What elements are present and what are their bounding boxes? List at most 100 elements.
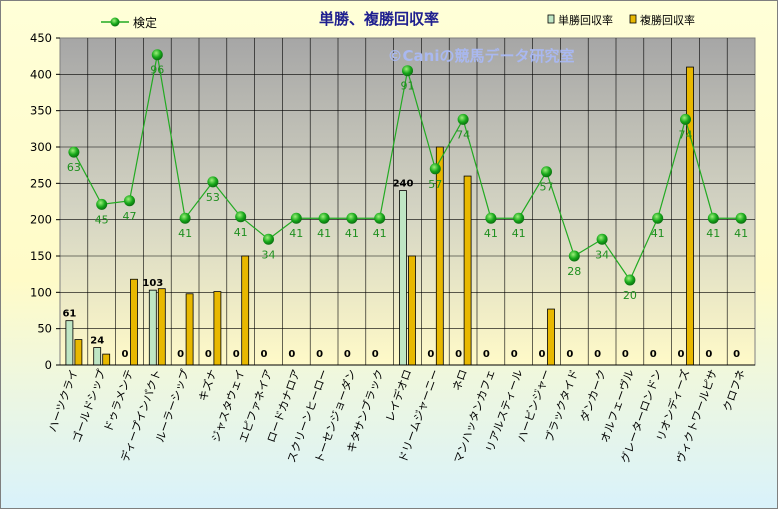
kentei-point [596,233,608,245]
kentei-point [429,163,441,175]
point-data-label: 96 [150,64,164,77]
bar-data-label: 0 [622,349,629,360]
bar-tansho [148,289,157,366]
bar-data-label: 0 [205,349,212,360]
bar-data-label: 0 [316,349,323,360]
bar-fukusho [102,353,111,366]
point-data-label: 34 [262,248,276,261]
kentei-point [318,212,330,224]
bar-data-label: 0 [455,349,462,360]
y-tick-label: 100 [30,285,52,299]
y-tick-label: 150 [30,249,52,263]
bar-tansho [399,190,407,366]
bar-fukusho [686,66,694,366]
kentei-point [263,233,274,245]
bar-fukusho [157,288,166,366]
bar-data-label: 61 [62,309,76,320]
legend-bar2-swatch [629,14,637,24]
kentei-point [290,212,302,224]
bar-data-label: 103 [142,278,163,289]
kentei-point [151,49,163,61]
bars [65,66,694,366]
point-data-label: 74 [679,128,693,141]
kentei-point [652,212,664,224]
y-tick-label: 0 [45,358,52,372]
kentei-point [485,212,497,224]
kentei-point [457,113,469,125]
bar-data-label: 0 [511,349,518,360]
kentei-point [235,211,247,223]
chart-title: 単勝、複勝回収率 [319,10,439,28]
bar-tansho [65,320,74,366]
point-data-label: 74 [456,128,470,141]
bar-fukusho [74,339,83,366]
kentei-point [513,212,525,224]
y-tick-label: 200 [30,213,52,227]
category-label: ネロ [450,368,470,393]
legend: 検定 単勝回収率 複勝回収率 [101,13,695,30]
y-tick-label: 50 [37,322,52,336]
legend-line-marker [110,17,120,27]
bar-data-label: 0 [594,349,601,360]
y-axis: 0 50 100 150 200 250 300 350 400 450 [30,31,60,372]
bar-data-label: 0 [678,349,685,360]
kentei-point [680,113,691,125]
kentei-point [735,212,747,224]
point-data-label: 41 [706,227,720,240]
point-data-label: 41 [178,227,192,240]
kentei-point [124,195,135,207]
point-data-label: 45 [95,213,109,226]
bar-data-label: 0 [483,349,490,360]
bar-data-label: 0 [566,349,573,360]
plot-area [59,37,756,366]
kentei-point [96,198,108,210]
point-data-label: 20 [623,289,637,302]
bar-data-label: 0 [344,349,351,360]
bar-data-label: 0 [288,349,295,360]
point-data-label: 41 [512,227,526,240]
kentei-point [207,176,219,188]
category-label: レイデオロ [382,367,414,423]
y-tick-label: 350 [30,104,52,118]
y-tick-label: 250 [30,176,52,190]
bar-data-label: 0 [372,349,379,360]
y-tick-label: 400 [30,67,52,81]
bar-fukusho [547,308,555,366]
point-data-label: 41 [651,227,665,240]
category-label: クロフネ [721,368,748,414]
y-tick-label: 450 [30,31,52,45]
point-data-label: 41 [734,227,748,240]
gridlines [60,38,755,365]
bar-tansho [93,347,102,366]
bar-data-label: 240 [393,179,414,190]
bar-data-label: 0 [177,349,184,360]
kentei-point [707,212,719,224]
point-data-label: 47 [123,210,137,223]
bar-fukusho [408,255,416,366]
point-data-label: 91 [401,80,415,93]
bar-data-label: 24 [90,336,104,347]
point-data-label: 53 [206,191,220,204]
bar-data-label: 0 [650,349,657,360]
bar-fukusho [241,255,250,366]
point-data-label: 41 [289,227,303,240]
category-label: キズナ [195,367,219,403]
bar-fukusho [130,278,138,366]
kentei-point [402,65,413,77]
legend-bar2-label: 複勝回収率 [640,13,695,27]
kentei-point [624,274,636,286]
line-series [68,49,747,286]
bar-data-label: 0 [261,349,268,360]
kentei-point [68,146,80,158]
legend-bar1-swatch [547,14,555,24]
kentei-point [541,166,552,178]
kentei-point [346,212,358,224]
bar-data-label: 0 [427,349,434,360]
kentei-point [568,250,580,262]
point-data-label: 34 [595,248,609,261]
bar-fukusho [213,291,222,366]
